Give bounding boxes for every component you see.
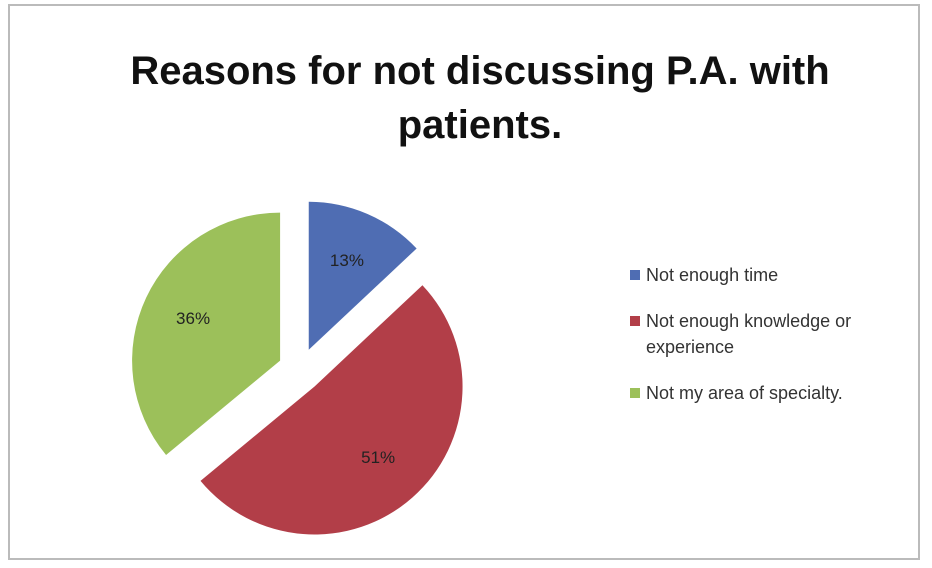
legend-item: Not my area of specialty. bbox=[620, 380, 930, 406]
legend-item: Not enough time bbox=[620, 262, 930, 288]
legend-label: Not enough time bbox=[646, 265, 779, 285]
legend-label: Not my area of specialty. bbox=[646, 383, 843, 404]
data-label: 36% bbox=[176, 309, 210, 328]
pie-slice bbox=[132, 212, 281, 455]
data-label: 51% bbox=[361, 448, 395, 467]
chart-frame bbox=[8, 4, 920, 560]
pie-slice bbox=[200, 285, 463, 535]
data-label: 13% bbox=[330, 251, 364, 270]
chart-title: Reasons for not discussing P.A. with pat… bbox=[130, 49, 830, 147]
legend: Not enough time Not enough knowledge or e… bbox=[620, 262, 930, 426]
legend-item: Not enough knowledge or experience bbox=[620, 308, 930, 360]
legend-label: Not enough knowledge or experience bbox=[646, 311, 852, 358]
legend-swatch bbox=[630, 270, 640, 280]
legend-swatch bbox=[630, 388, 640, 399]
legend-swatch bbox=[630, 316, 640, 327]
pie-slice bbox=[308, 201, 417, 350]
